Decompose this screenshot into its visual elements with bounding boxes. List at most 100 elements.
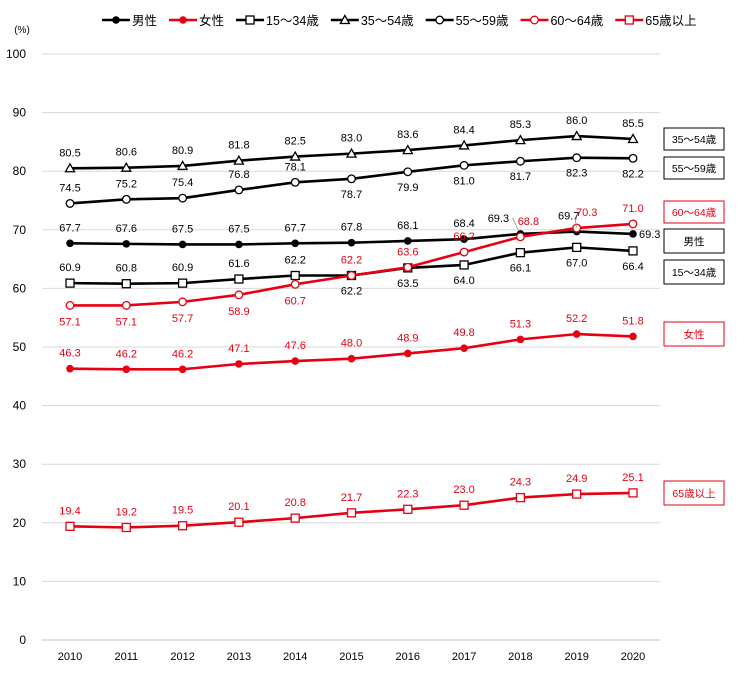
legend-marker: [530, 15, 539, 25]
data-point: [234, 290, 244, 300]
data-labels: 67.7 67.6 67.5 67.5 67.7 67.8 68.1 68.4 69.3 69.7…: [59, 115, 660, 518]
end-tag-label: 65歳以上: [672, 488, 715, 500]
data-label: 68.4: [453, 218, 474, 230]
data-label: 66.1: [510, 263, 531, 275]
end-tag-box: [663, 156, 725, 180]
data-point: [235, 360, 243, 368]
end-tag-box: [663, 228, 725, 254]
y-tick-label: 60: [13, 281, 27, 295]
data-point: [403, 262, 413, 272]
data-label: 81.7: [510, 171, 531, 183]
end-tag-box: [663, 480, 725, 506]
data-point: [628, 246, 638, 256]
data-label: 68.8: [518, 216, 539, 228]
data-point: [459, 500, 469, 510]
data-label: 67.5: [172, 223, 193, 235]
legend-item-男性: 男性: [102, 14, 157, 28]
data-point: [178, 240, 187, 249]
data-label: 22.3: [397, 488, 418, 500]
data-label: 68.1: [397, 220, 418, 232]
data-point: [122, 240, 131, 248]
end-tag-label: 35～54歳: [672, 134, 717, 146]
y-tick-label: 0: [19, 633, 26, 647]
data-point: [404, 349, 412, 358]
data-point: [403, 167, 413, 177]
y-tick-label: 10: [13, 574, 27, 588]
data-label: 75.4: [172, 177, 193, 189]
end-tag-box: [663, 259, 725, 285]
legend-label: 60～64歳: [550, 14, 603, 28]
legend-item-35～54歳: 35～54歳: [330, 14, 414, 28]
end-tag-label: 60～64歳: [672, 207, 717, 219]
data-point: [178, 365, 187, 374]
data-label: 85.3: [510, 119, 531, 131]
data-point: [121, 279, 131, 289]
x-tick-label: 2017: [452, 651, 476, 663]
data-label: 67.5: [228, 223, 249, 235]
series-60～64歳: [65, 219, 638, 310]
end-tag-label: 女性: [684, 328, 705, 341]
y-tick-label: 20: [13, 516, 27, 530]
data-label: 64.0: [453, 275, 474, 287]
data-point: [291, 357, 300, 365]
data-point: [178, 297, 188, 307]
data-label: 79.9: [397, 182, 418, 194]
legend-item-女性: 女性: [169, 13, 224, 28]
data-point: [177, 521, 188, 531]
data-label: 81.0: [453, 175, 474, 187]
data-label: 25.1: [622, 472, 643, 484]
x-tick-label: 2011: [114, 651, 138, 663]
x-tick-label: 2020: [621, 651, 645, 663]
y-tick-label: 50: [13, 340, 27, 354]
data-point: [572, 489, 582, 499]
leader-line: [574, 217, 578, 228]
series-35～54歳: [64, 130, 639, 173]
leader-line: [512, 217, 519, 231]
data-point: [121, 300, 131, 310]
data-point: [66, 364, 74, 373]
data-point: [290, 513, 300, 523]
data-label: 78.1: [284, 161, 305, 173]
data-label: 47.1: [228, 343, 249, 355]
axes: 0 10 20 30 40 50 60 70 80 90 100 (%) 2010 2011 2012 201…: [6, 25, 660, 663]
data-label: 47.6: [284, 340, 305, 352]
end-tag-box: [663, 200, 725, 224]
data-point: [289, 150, 301, 161]
data-point: [121, 522, 131, 533]
data-label: 67.6: [116, 223, 137, 235]
data-point: [402, 144, 414, 155]
x-tick-label: 2014: [283, 651, 307, 663]
end-tag-label: 15～34歳: [672, 267, 717, 279]
data-point: [572, 242, 582, 253]
data-point: [178, 193, 188, 203]
data-label: 49.8: [453, 327, 474, 339]
data-label: 83.6: [397, 129, 418, 141]
end-tag-65歳以上: 65歳以上: [663, 480, 725, 506]
data-point: [177, 278, 188, 288]
legend-item-65歳以上: 65歳以上: [615, 14, 697, 28]
y-tick-label: 70: [13, 223, 27, 237]
data-label: 46.2: [116, 348, 137, 360]
x-tick-label: 2016: [396, 651, 420, 663]
end-tag-box: [663, 127, 725, 151]
data-label: 20.1: [228, 501, 249, 513]
data-label: 24.9: [566, 473, 587, 485]
data-label: 19.5: [172, 505, 193, 517]
gridlines: [42, 53, 660, 582]
data-point: [404, 237, 412, 245]
legend-marker: [624, 15, 634, 25]
series-55～59歳: [65, 153, 638, 208]
data-point: [65, 278, 75, 288]
data-label: 70.3: [576, 207, 597, 219]
series-65歳以上: [65, 488, 638, 533]
data-point: [233, 154, 245, 165]
data-label: 58.9: [228, 306, 249, 318]
legend-label: 15～34歳: [266, 14, 319, 28]
data-label: 86.0: [566, 115, 587, 127]
data-point: [120, 161, 132, 172]
data-label: 61.6: [228, 258, 249, 270]
data-point: [66, 239, 74, 248]
series-女性: [66, 330, 637, 374]
